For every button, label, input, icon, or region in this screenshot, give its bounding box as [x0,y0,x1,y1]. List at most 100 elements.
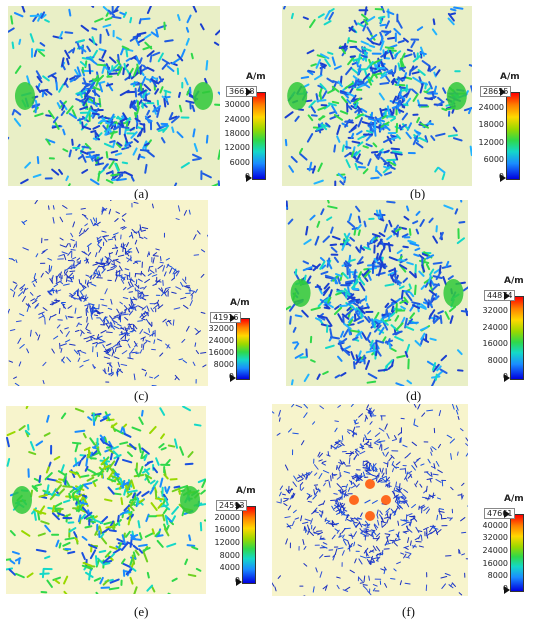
field-arrow [147,272,152,276]
field-arrow [101,527,110,534]
field-arrow [116,477,121,484]
field-arrow [303,563,308,567]
field-arrow [335,498,338,505]
field-arrow [303,546,307,550]
field-arrow [99,416,109,422]
field-arrow [82,483,89,490]
field-arrow [118,342,122,348]
field-arrow [140,67,147,73]
field-arrow [367,533,374,538]
field-arrow [79,227,83,234]
field-arrow [138,155,146,159]
colorbar-unit-b: A/m [500,72,520,82]
field-arrow [439,368,448,374]
field-arrow [156,338,163,342]
field-arrow [143,285,147,290]
field-arrow [409,312,416,319]
field-arrow [385,483,389,488]
field-arrow [195,350,199,355]
field-arrow [366,465,370,471]
field-arrow [350,150,355,158]
field-arrow [182,359,188,364]
field-arrow [449,315,454,324]
field-arrow [414,483,417,488]
field-arrow [361,523,367,527]
field-arrow [352,522,357,529]
field-arrow [376,117,386,123]
field-arrow [396,78,401,87]
field-arrow [35,253,39,258]
field-arrow [146,571,150,579]
field-arrow [148,327,151,333]
field-arrow [405,477,408,482]
field-arrow [389,274,395,283]
field-arrow [373,324,382,333]
field-arrow [402,92,410,99]
field-arrow [405,501,410,508]
field-arrow [35,85,42,94]
field-arrow [25,406,29,410]
field-arrow [121,213,127,217]
field-arrow [134,283,140,289]
field-arrow [398,109,405,113]
field-arrow [374,320,380,326]
field-arrow [462,286,468,292]
field-arrow [324,9,331,20]
field-arrow [173,307,181,310]
field-arrow [88,302,92,308]
field-arrow [374,438,381,443]
field-arrow [110,265,116,269]
field-arrow [107,372,114,375]
field-arrow [123,432,132,438]
field-arrow [97,221,101,225]
field-arrow [81,82,93,86]
field-arrow [379,40,385,51]
field-arrow [94,526,100,536]
field-arrow [416,457,421,461]
field-arrow [52,287,55,294]
field-arrow [151,586,156,593]
field-arrow [115,211,120,214]
field-arrow [79,61,87,67]
field-arrow [98,525,103,534]
field-arrow [141,226,149,230]
field-arrow [336,124,341,136]
field-arrow [357,165,366,169]
field-arrow [117,361,120,368]
field-arrow [97,342,103,345]
field-hotspot [365,511,375,521]
field-arrow [404,467,407,474]
field-arrow [435,132,446,137]
field-arrow [35,440,44,447]
field-arrow [394,227,403,233]
field-arrow [348,83,357,89]
field-arrow [130,479,135,490]
field-arrow [391,461,394,466]
field-arrow [67,183,71,186]
field-arrow [122,296,129,300]
field-arrow [138,292,143,299]
field-arrow [406,521,412,524]
field-arrow [438,264,442,274]
field-hotspot [349,495,359,505]
field-arrow [380,520,387,524]
field-arrow [367,407,372,413]
field-arrow [68,492,72,499]
field-arrow [311,509,317,515]
field-arrow [160,433,166,440]
field-arrow [360,306,370,310]
field-arrow [66,57,70,66]
field-arrow [141,291,145,296]
field-arrow [430,447,433,452]
field-arrow [130,301,133,308]
field-arrow [354,422,359,425]
field-arrow [411,545,417,548]
field-arrow [119,314,122,320]
field-arrow [143,331,150,336]
colorbar-gradient-e [242,506,256,584]
field-arrow [395,382,405,386]
field-arrow [76,322,80,327]
field-arrow [425,485,428,493]
colorbar-unit-c: A/m [230,298,250,308]
field-arrow [32,283,36,287]
